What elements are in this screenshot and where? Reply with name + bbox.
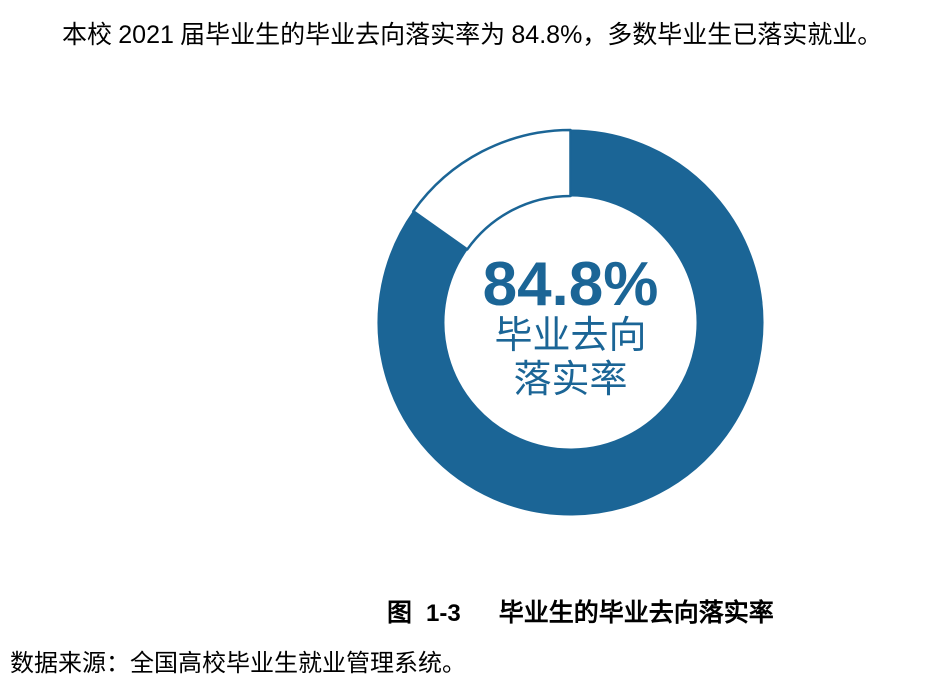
figure-caption: 图 1-3 毕业生的毕业去向落实率 (387, 599, 774, 629)
intro-year: 2021 (118, 21, 174, 49)
intro-percentage: 84.8% (511, 21, 583, 49)
figure-label: 图 (387, 600, 413, 627)
figure-number: 1-3 (426, 600, 461, 627)
intro-text-part2: 届毕业生的毕业去向落实率为 (173, 22, 512, 49)
donut-remainder-segment (412, 128, 572, 251)
donut-chart-svg (377, 128, 764, 516)
intro-paragraph: 本校 2021 届毕业生的毕业去向落实率为 84.8%，多数毕业生已落实就业。 (62, 17, 882, 54)
intro-text-part3: ，多数毕业生已落实就业。 (582, 22, 883, 49)
intro-text-part1: 本校 (62, 22, 119, 49)
data-source-note: 数据来源：全国高校毕业生就业管理系统。 (10, 651, 466, 677)
donut-filled-segment (377, 129, 764, 516)
donut-chart (376, 128, 765, 517)
figure-title: 毕业生的毕业去向落实率 (498, 600, 774, 627)
